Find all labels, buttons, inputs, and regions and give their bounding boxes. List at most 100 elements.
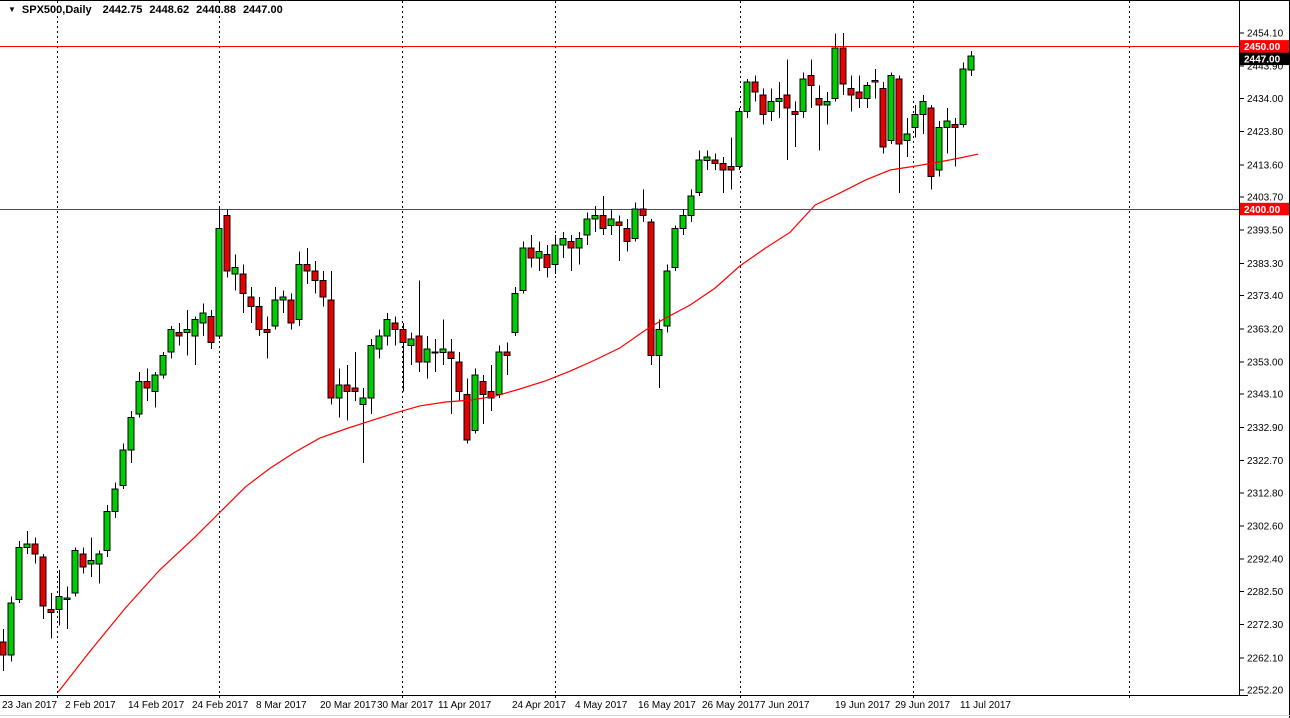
- collapse-arrow-icon[interactable]: ▼: [8, 5, 16, 14]
- level-price-tag[interactable]: [1240, 202, 1289, 216]
- candle-body-up: [671, 228, 679, 269]
- candle: [927, 104, 935, 190]
- candle: [567, 235, 575, 271]
- candle-body-down: [815, 97, 823, 106]
- candle: [663, 264, 671, 333]
- candle-body-up: [687, 195, 695, 216]
- candle: [599, 196, 607, 236]
- candle-body-up: [407, 338, 415, 347]
- candle: [959, 62, 967, 128]
- symbol-period-label: SPX500,Daily: [21, 4, 92, 16]
- candle: [63, 586, 71, 629]
- candle-body-up: [271, 299, 279, 327]
- candle-body-down: [351, 387, 359, 392]
- candle-body-up: [423, 348, 431, 363]
- candle: [47, 593, 55, 639]
- ohlc-close: 2447.00: [242, 4, 283, 16]
- ohlc-open: 2442.75: [102, 4, 143, 16]
- candle-body-down: [207, 315, 215, 343]
- candle: [727, 137, 735, 190]
- moving-average-line[interactable]: [57, 153, 979, 693]
- candle-body-down: [479, 381, 487, 395]
- candle: [167, 326, 175, 359]
- candle-body-up: [943, 120, 951, 129]
- candle-body-down: [927, 107, 935, 177]
- candle: [735, 108, 743, 170]
- candle: [471, 368, 479, 434]
- candle-body-down: [47, 608, 55, 614]
- candle: [671, 225, 679, 271]
- candle: [287, 293, 295, 330]
- candle-body-down: [319, 280, 327, 298]
- current-price-tag: [1240, 52, 1289, 66]
- candle-body-up: [663, 270, 671, 327]
- candle: [191, 316, 199, 366]
- candle: [479, 375, 487, 424]
- candle: [559, 231, 567, 258]
- candle: [703, 150, 711, 170]
- x-axis-label: 16 May 2017: [638, 700, 696, 711]
- x-axis-label: 26 May 2017: [702, 700, 760, 711]
- candle: [895, 75, 903, 193]
- candle-body-up: [103, 511, 111, 552]
- candle: [119, 443, 127, 489]
- candle: [743, 78, 751, 118]
- candle: [23, 531, 31, 554]
- candle: [143, 368, 151, 401]
- candle-body-up: [519, 247, 527, 291]
- candle: [903, 117, 911, 157]
- candle: [71, 547, 79, 597]
- candle: [863, 82, 871, 109]
- candle-body-down: [951, 123, 959, 129]
- candle-body-down: [791, 110, 799, 116]
- candle: [719, 157, 727, 193]
- candle-body-down: [255, 306, 263, 331]
- y-axis-label: 2373.40: [1247, 291, 1284, 302]
- y-axis-label: 2252.20: [1247, 686, 1284, 697]
- y-axis-label: 2403.70: [1247, 193, 1284, 204]
- candle: [39, 554, 47, 620]
- candle-body-down: [879, 88, 887, 148]
- candle-body-down: [527, 247, 535, 259]
- candle-body-down: [31, 543, 39, 555]
- candle: [199, 303, 207, 336]
- candle-body-up: [583, 218, 591, 236]
- candle: [391, 316, 399, 346]
- candle: [239, 264, 247, 314]
- y-axis-label: 2272.30: [1247, 620, 1284, 631]
- candle: [511, 287, 519, 336]
- y-axis-label: 2383.30: [1247, 259, 1284, 270]
- y-axis-label: 2292.40: [1247, 555, 1284, 566]
- candle: [759, 88, 767, 125]
- candle: [279, 290, 287, 314]
- candle-body-down: [303, 263, 311, 272]
- candle-body-down: [447, 351, 455, 360]
- candle: [231, 254, 239, 291]
- candle-body-up: [127, 416, 135, 451]
- candle-body-down: [343, 384, 351, 392]
- candle-body-down: [39, 556, 47, 607]
- candle-body-up: [679, 215, 687, 230]
- candle-body-up: [935, 127, 943, 171]
- candle: [399, 322, 407, 392]
- candle: [79, 547, 87, 574]
- candle: [263, 316, 271, 359]
- candle-body-up: [15, 547, 23, 601]
- candle-body-down: [839, 47, 847, 85]
- level-price-tag-label: 2450.00: [1244, 42, 1281, 53]
- y-axis-label: 2393.50: [1247, 226, 1284, 237]
- candle: [935, 121, 943, 177]
- candle: [415, 280, 423, 372]
- level-price-tag[interactable]: [1240, 40, 1289, 53]
- y-axis-label: 2454.10: [1247, 29, 1284, 40]
- candle-body-up: [199, 312, 207, 324]
- y-axis-label: 2413.60: [1247, 160, 1284, 171]
- candle-body-up: [159, 355, 167, 376]
- candle-body-up: [655, 328, 663, 356]
- x-axis-label: 24 Apr 2017: [512, 700, 566, 711]
- candle-body-up: [887, 75, 895, 142]
- candle-body-up: [591, 215, 599, 220]
